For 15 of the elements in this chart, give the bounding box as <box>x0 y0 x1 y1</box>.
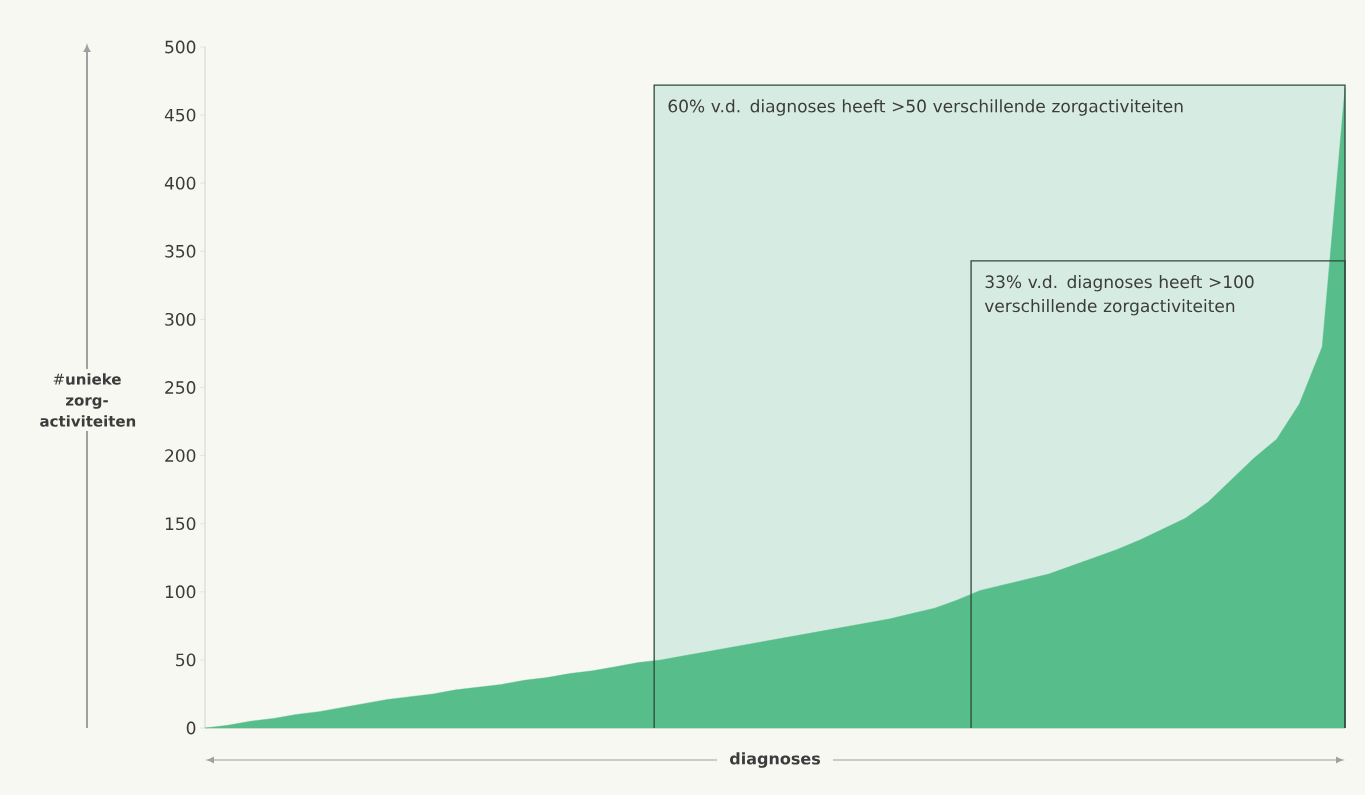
y-tick-label: 450 <box>164 108 196 122</box>
annotation: 33% v.d. diagnoses heeft >100 verschillende zorgactiviteiten <box>984 275 1254 316</box>
y-axis-title: #unieke zorg-activiteiten <box>40 373 136 427</box>
y-tick-label: 350 <box>165 244 196 258</box>
x-axis-title: diagnoses <box>730 752 820 768</box>
y-tick-label: 250 <box>165 381 196 394</box>
y-tick-label: 0 <box>186 721 196 735</box>
y-tick-label: 200 <box>165 449 196 463</box>
y-tick-label: 100 <box>165 585 196 599</box>
y-tick-label: 400 <box>164 176 196 190</box>
y-tick-label: 300 <box>165 312 196 326</box>
y-tick-label: 500 <box>165 40 196 54</box>
y-tick-label: 150 <box>165 517 196 531</box>
y-tick-label: 50 <box>176 653 196 667</box>
annotation: 60% v.d. diagnoses heeft >50 verschillende zorgactiviteiten <box>668 99 1183 116</box>
